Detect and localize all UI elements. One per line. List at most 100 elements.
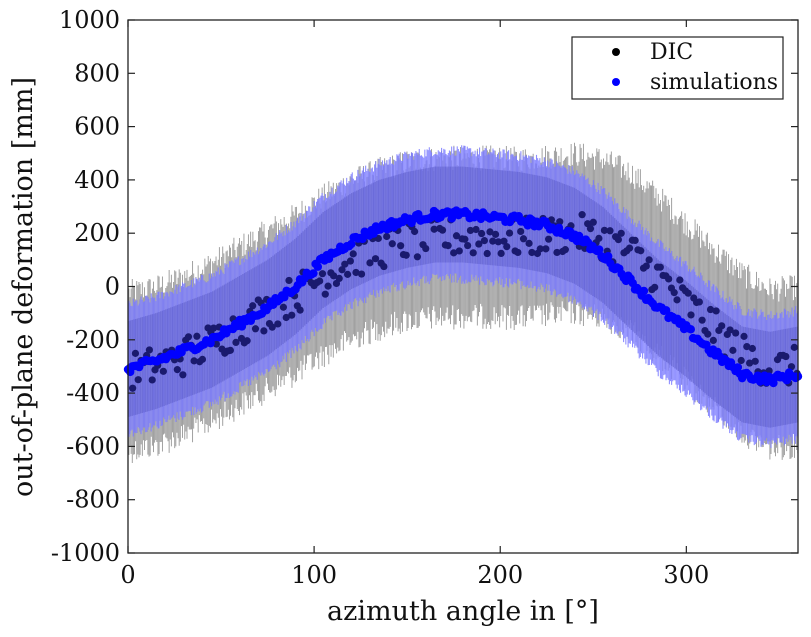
dic-point (430, 225, 438, 233)
dic-point (617, 229, 625, 237)
dic-point (556, 218, 564, 226)
dic-point (589, 218, 597, 226)
y-tick-label: -800 (66, 486, 120, 514)
dic-point (344, 270, 352, 278)
dic-point (268, 323, 276, 331)
dic-point (687, 311, 695, 319)
dic-point (706, 305, 715, 314)
dic-point (452, 232, 461, 240)
simulations-point (662, 306, 671, 315)
simulations-point (595, 245, 604, 254)
dic-point (380, 262, 388, 271)
dic-point (321, 290, 329, 298)
dic-point (159, 367, 167, 375)
y-tick-label: 400 (74, 166, 120, 194)
dic-point (709, 336, 717, 344)
legend-label-simulations: simulations (650, 70, 778, 95)
dic-point (450, 249, 458, 257)
dic-point (438, 226, 447, 234)
dic-point (656, 263, 664, 271)
dic-point (279, 303, 287, 311)
dic-point (503, 243, 511, 251)
dic-point (519, 235, 528, 243)
simulations-point (309, 269, 318, 278)
dic-point (455, 247, 463, 255)
dic-point (718, 322, 726, 330)
dic-point (371, 255, 380, 263)
dic-point (704, 330, 712, 338)
x-axis-label: azimuth angle in [°] (327, 596, 599, 627)
dic-point (729, 346, 737, 354)
x-tick-label: 0 (120, 561, 135, 589)
dic-point (461, 235, 469, 243)
dic-point (316, 277, 324, 285)
y-tick-label: 0 (105, 273, 120, 301)
dic-point (282, 313, 290, 322)
x-tick-label: 300 (663, 561, 709, 589)
dic-point (210, 324, 218, 332)
dic-point (288, 311, 296, 319)
dic-point (743, 343, 751, 351)
data-markers (123, 206, 803, 392)
dic-point (249, 302, 257, 310)
dic-point (732, 329, 740, 337)
simulations-point (639, 286, 649, 296)
dic-point (505, 229, 514, 237)
dic-point (179, 371, 187, 379)
dic-point (497, 249, 505, 257)
dic-point (330, 272, 338, 280)
dic-point (625, 244, 634, 252)
dic-point (335, 274, 343, 283)
dic-point (411, 227, 419, 236)
dic-point (357, 270, 366, 278)
simulations-point (603, 252, 613, 261)
dic-point (352, 268, 360, 277)
dic-point (600, 226, 609, 234)
y-tick-label: -1000 (51, 539, 120, 567)
dic-point (193, 332, 201, 340)
y-tick-label: 600 (74, 113, 120, 141)
y-tick-label: -400 (66, 379, 120, 407)
dic-point (478, 229, 486, 238)
dic-point (561, 246, 569, 254)
dic-point (614, 236, 623, 244)
simulations-point (313, 262, 323, 271)
dic-point (388, 240, 396, 248)
y-tick-label: 200 (74, 219, 120, 247)
dic-point (173, 366, 181, 374)
dic-point (517, 227, 525, 236)
dic-point (475, 240, 483, 248)
dic-point (642, 262, 650, 270)
dic-point (542, 245, 550, 253)
dic-point (145, 346, 153, 354)
dic-point (274, 320, 282, 328)
dic-point (318, 270, 327, 278)
y-tick-label: -600 (66, 432, 120, 460)
legend-marker-simulations (612, 78, 620, 86)
dic-point (148, 376, 156, 384)
dic-point (726, 326, 734, 334)
dic-point (525, 239, 533, 247)
y-axis-label: out-of-plane deformation [mm] (8, 77, 39, 497)
legend-label-dic: DIC (650, 40, 693, 65)
simulations-point (447, 214, 457, 223)
dic-point (366, 259, 374, 267)
dic-point (751, 357, 759, 365)
dic-point (673, 296, 681, 304)
dic-point (129, 384, 137, 392)
dic-point (665, 275, 673, 283)
dic-point (712, 307, 720, 315)
dic-point (131, 349, 140, 357)
dic-point (198, 355, 207, 363)
dic-point (748, 344, 757, 353)
dic-point (226, 346, 234, 354)
dic-point (486, 228, 494, 236)
dic-point (631, 236, 639, 244)
dic-point (413, 253, 421, 261)
dic-point (695, 298, 703, 306)
legend: DIC simulations (571, 36, 784, 100)
dic-point (528, 248, 536, 257)
dic-point (466, 226, 475, 235)
dic-point (746, 359, 754, 367)
